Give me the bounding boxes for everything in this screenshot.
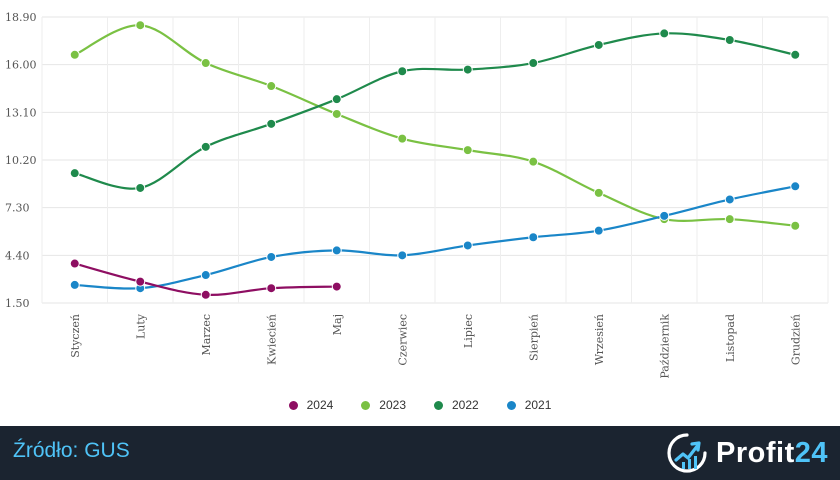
x-tick-label: Wrzesień: [593, 314, 606, 365]
y-tick-label: 4.40: [5, 249, 30, 262]
y-tick-label: 13.10: [5, 106, 37, 119]
data-point-2022[interactable]: [528, 58, 539, 69]
data-point-2022[interactable]: [331, 94, 342, 105]
legend-label: 2024: [306, 398, 334, 412]
data-point-2021[interactable]: [397, 250, 408, 261]
y-tick-label: 1.50: [5, 297, 30, 310]
data-point-2022[interactable]: [593, 39, 604, 50]
data-point-2021[interactable]: [659, 210, 670, 221]
x-tick-label: Lipiec: [462, 314, 475, 348]
series-line-2022: [73, 32, 797, 190]
x-tick-label: Grudzień: [789, 314, 802, 365]
x-axis-ticks: Styczeń Luty Marzec Kwiecień Maj Czerwiec Lipi…: [69, 313, 803, 378]
data-point-2023[interactable]: [790, 220, 801, 231]
y-tick-label: 10.20: [5, 154, 37, 167]
source-label: Źródło: GUS: [13, 439, 130, 462]
data-point-2021[interactable]: [790, 181, 801, 192]
data-point-2024[interactable]: [135, 276, 146, 287]
x-tick-label: Luty: [134, 313, 147, 339]
line-chart: 18.90 16.00 13.10 10.20 7.30 4.40 1.50 Styczeń…: [5, 11, 829, 379]
data-point-2022[interactable]: [135, 182, 146, 193]
data-point-2021[interactable]: [724, 194, 735, 205]
series-line-2023: [73, 24, 797, 227]
logo-text: Profit: [716, 436, 795, 469]
data-point-2021[interactable]: [200, 270, 211, 281]
data-point-2024[interactable]: [69, 258, 80, 269]
legend-item-2022[interactable]: 2022: [434, 398, 479, 412]
data-point-2022[interactable]: [397, 66, 408, 77]
x-tick-label: Październik: [658, 314, 671, 379]
data-point-2023[interactable]: [724, 214, 735, 225]
y-tick-label: 16.00: [5, 59, 37, 72]
x-tick-label: Czerwiec: [396, 314, 409, 366]
x-tick-label: Listopad: [724, 314, 737, 362]
data-point-2023[interactable]: [69, 49, 80, 60]
data-point-2022[interactable]: [200, 141, 211, 152]
x-tick-label: Maj: [331, 314, 344, 335]
x-tick-label: Kwiecień: [265, 314, 278, 365]
data-point-2021[interactable]: [69, 279, 80, 290]
data-point-2021[interactable]: [593, 225, 604, 236]
profit24-logo[interactable]: Profit24: [664, 430, 828, 476]
y-axis-ticks: 18.90 16.00 13.10 10.20 7.30 4.40 1.50: [5, 11, 37, 310]
data-point-2023[interactable]: [397, 133, 408, 144]
legend-item-2024[interactable]: 2024: [288, 398, 334, 412]
data-point-2023[interactable]: [266, 81, 277, 92]
data-point-2023[interactable]: [593, 187, 604, 198]
legend-item-2021[interactable]: 2021: [506, 398, 552, 412]
series-line-2021: [73, 185, 797, 290]
data-point-2022[interactable]: [266, 118, 277, 129]
footer-bar: Źródło: GUS Profit24: [0, 426, 840, 480]
legend-marker: [361, 400, 371, 410]
series-points: [69, 20, 801, 300]
legend-item-2023[interactable]: 2023: [361, 398, 406, 412]
y-tick-label: 7.30: [5, 202, 30, 215]
data-point-2023[interactable]: [331, 108, 342, 119]
data-point-2023[interactable]: [135, 20, 146, 31]
legend-marker: [434, 400, 443, 410]
y-tick-label: 18.90: [5, 11, 37, 24]
data-point-2023[interactable]: [462, 145, 473, 156]
data-point-2021[interactable]: [528, 232, 539, 243]
data-point-2022[interactable]: [659, 28, 670, 39]
data-point-2023[interactable]: [528, 156, 539, 167]
legend-label: 2021: [524, 398, 552, 412]
data-point-2024[interactable]: [331, 281, 342, 292]
data-point-2021[interactable]: [266, 251, 277, 262]
data-point-2021[interactable]: [462, 240, 473, 251]
data-point-2022[interactable]: [462, 64, 473, 75]
data-point-2022[interactable]: [790, 49, 801, 60]
data-point-2022[interactable]: [69, 168, 80, 179]
legend-marker: [288, 400, 298, 410]
growth-arrow-circle-icon: [667, 433, 707, 473]
data-point-2023[interactable]: [200, 58, 211, 69]
logo-wordmark: Profit24: [716, 437, 828, 470]
chart-legend: 2024 2023 2022 2021: [0, 398, 840, 412]
legend-label: 2022: [452, 398, 479, 412]
data-point-2021[interactable]: [331, 245, 342, 256]
legend-marker: [506, 400, 516, 410]
logo-number: 24: [794, 436, 828, 469]
data-point-2024[interactable]: [266, 283, 277, 294]
data-point-2022[interactable]: [724, 35, 735, 46]
legend-label: 2023: [379, 398, 406, 412]
x-tick-label: Marzec: [200, 314, 213, 356]
x-tick-label: Styczeń: [69, 314, 82, 358]
data-point-2024[interactable]: [200, 289, 211, 300]
grid-lines: [41, 16, 829, 304]
x-tick-label: Sierpień: [527, 314, 540, 361]
